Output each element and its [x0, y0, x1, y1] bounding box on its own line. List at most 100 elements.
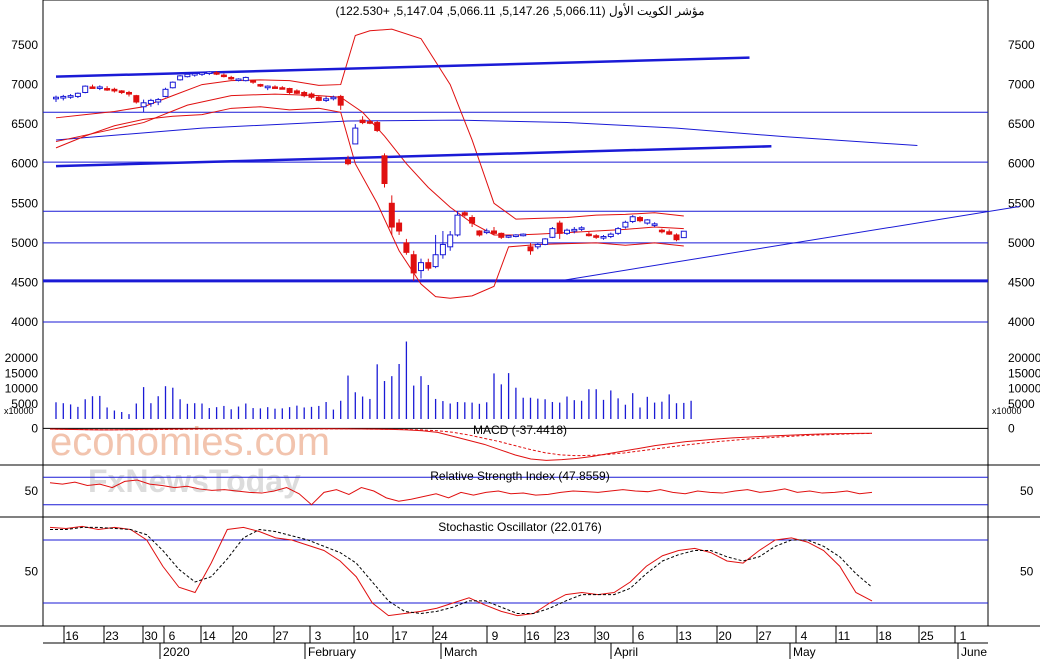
month-label: March: [444, 645, 477, 659]
candle-body: [337, 95, 344, 106]
candle-body: [410, 254, 417, 274]
candle-body: [162, 88, 169, 97]
candle-body: [622, 221, 629, 228]
candle-body: [607, 233, 614, 238]
volume-tick-right: 5000: [1008, 397, 1035, 411]
rsi-panel: 50 50: [25, 476, 1034, 506]
candle-body: [396, 222, 403, 232]
candle-body: [89, 86, 96, 89]
candle-body: [388, 202, 395, 228]
candle-body: [593, 235, 600, 238]
trendline: [55, 145, 772, 168]
day-label: 1: [960, 629, 967, 643]
candle-body: [600, 236, 607, 239]
candle-body: [293, 90, 300, 94]
candle-body: [549, 228, 556, 238]
month-label: May: [793, 645, 816, 659]
candle-body: [308, 93, 315, 98]
candle-body: [505, 235, 512, 238]
volume-tick-left: 5000: [11, 397, 38, 411]
candle-body: [644, 219, 651, 224]
rsi-label: Relative Strength Index (47.8559): [430, 469, 609, 483]
candle-body: [615, 228, 622, 234]
price-tick-left: 7500: [11, 38, 38, 52]
candle-body: [534, 243, 541, 248]
day-label: 14: [202, 629, 216, 643]
day-label: 17: [394, 629, 408, 643]
candle-body: [74, 92, 81, 97]
volume-unit-right: x10000: [992, 406, 1022, 416]
day-label: 9: [492, 629, 499, 643]
day-label: 30: [144, 629, 158, 643]
price-tick-left: 7000: [11, 78, 38, 92]
candle-body: [345, 159, 351, 165]
candle-body: [658, 229, 665, 233]
candle-body: [527, 246, 534, 252]
month-label: February: [308, 645, 356, 659]
candle-body: [133, 95, 140, 103]
price-tick-right: 5000: [1008, 236, 1035, 250]
candle-body: [418, 262, 424, 272]
candle-body: [556, 222, 563, 234]
macd-tick-left: 0: [31, 421, 38, 435]
candle-body: [454, 214, 461, 236]
candle-body: [498, 232, 505, 238]
candle-body: [666, 231, 673, 235]
panel-frames: [0, 0, 1040, 627]
price-tick-left: 4500: [11, 275, 38, 289]
day-label: 6: [169, 629, 176, 643]
candle-body: [147, 99, 154, 105]
price-tick-left: 5000: [11, 236, 38, 250]
candle-body: [585, 233, 592, 237]
price-tick-left: 6500: [11, 117, 38, 131]
rsi-tick-left: 50: [25, 484, 39, 498]
candle-body: [228, 76, 235, 80]
candle-body: [680, 230, 687, 239]
macd-tick-right: 0: [1008, 421, 1015, 435]
volume-tick-right: 20000: [1008, 351, 1040, 365]
candle-body: [447, 234, 454, 248]
candle-body: [651, 223, 658, 226]
price-panel: 4000 4000 4500 4500 5000 5000 5500 5500 6000 6000…: [11, 28, 1035, 329]
macd-label: MACD (-37.4418): [473, 423, 567, 437]
candle-body: [264, 85, 271, 89]
long-moving-average: [55, 119, 918, 147]
price-tick-right: 6500: [1008, 117, 1035, 131]
candle-body: [169, 81, 176, 89]
candle-body: [564, 229, 570, 234]
candle-body: [571, 228, 578, 232]
candle-body: [578, 227, 585, 230]
candle-body: [432, 254, 439, 268]
candle-body: [67, 95, 74, 98]
candle-body: [629, 216, 636, 222]
day-label: 30: [596, 629, 610, 643]
candle-body: [301, 91, 308, 97]
candle-body: [330, 96, 337, 100]
volume-tick-left: 20000: [5, 351, 39, 365]
rsi-line: [49, 479, 873, 506]
candle-body: [315, 96, 322, 101]
x-axis: 16 23 30 6 14 20 27 3 10 17 24 9 16 23 30 6 13 20 27 4 11 18 2…: [43, 626, 988, 659]
candle-body: [199, 72, 205, 75]
stochastic-panel: 50 50: [25, 525, 1034, 617]
month-label: 2020: [163, 645, 190, 659]
day-label: 4: [801, 629, 808, 643]
candle-body: [461, 212, 468, 216]
candle-body: [542, 238, 549, 245]
day-label: 10: [355, 629, 369, 643]
volume-unit-left: x10000: [4, 406, 34, 416]
watermark-fxnewstoday: FxNewsToday: [88, 463, 301, 499]
day-label: 23: [105, 629, 119, 643]
price-tick-left: 5500: [11, 196, 38, 210]
candle-body: [111, 88, 118, 92]
stoch-tick-left: 50: [25, 565, 39, 579]
stoch-tick-right: 50: [1020, 565, 1034, 579]
price-tick-left: 4000: [11, 315, 38, 329]
day-label: 3: [315, 629, 322, 643]
watermark: economies.com FxNewsToday: [50, 420, 330, 499]
candle-body: [359, 119, 366, 124]
candle-body: [637, 217, 643, 222]
